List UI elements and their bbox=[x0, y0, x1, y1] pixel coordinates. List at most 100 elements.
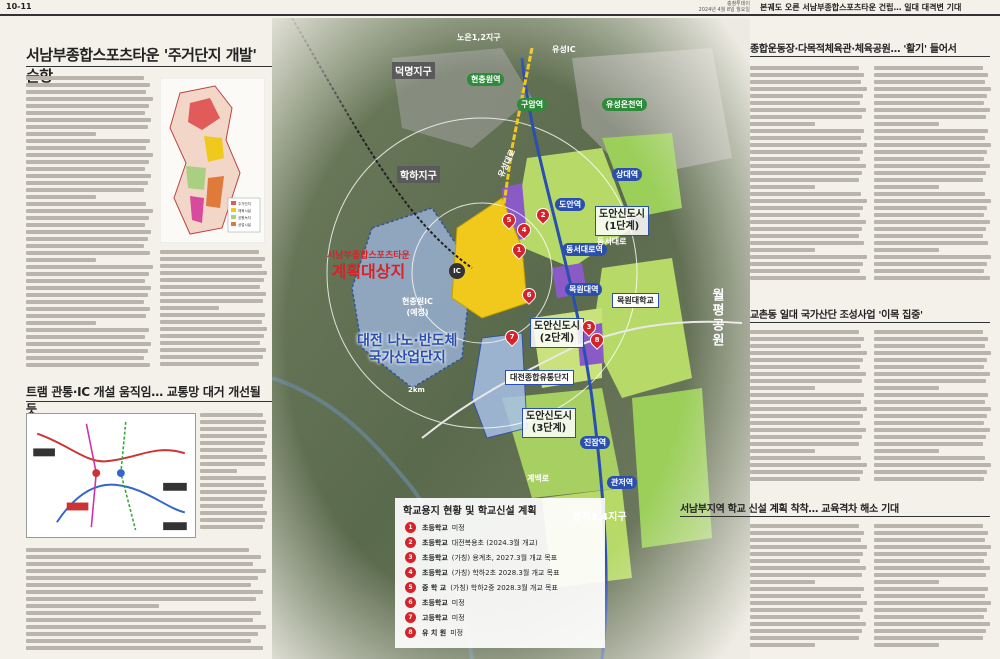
body-text-line bbox=[874, 456, 985, 460]
body-text-line bbox=[750, 545, 867, 549]
body-text-line bbox=[750, 524, 859, 528]
body-text-line bbox=[750, 344, 861, 348]
body-text-line bbox=[874, 524, 983, 528]
school-row: 8 유 치 원 미정 bbox=[405, 625, 559, 640]
body-text-line bbox=[26, 597, 256, 601]
body-text-line bbox=[26, 188, 144, 192]
body-text-line bbox=[200, 420, 266, 424]
body-text-line bbox=[750, 150, 864, 154]
body-text-line bbox=[750, 449, 815, 453]
body-text-line bbox=[26, 548, 249, 552]
doan-1-label: 도안신도시 (1단계) bbox=[595, 206, 649, 236]
right-rule-1 bbox=[750, 56, 990, 57]
body-text-line bbox=[874, 337, 989, 341]
body-text-line bbox=[874, 531, 989, 535]
body-text-line bbox=[750, 129, 865, 133]
school-row: 7 고등학교 미정 bbox=[405, 610, 559, 625]
legend-item-2: 체육시설 bbox=[238, 208, 251, 213]
body-text-line bbox=[26, 314, 147, 318]
body-text-line bbox=[750, 566, 866, 570]
body-text-line bbox=[750, 601, 867, 605]
body-text-line bbox=[26, 569, 266, 573]
body-text-line bbox=[26, 300, 144, 304]
body-text-line bbox=[750, 428, 866, 432]
body-text-line bbox=[874, 255, 991, 259]
body-text-line bbox=[26, 618, 254, 622]
body-text-line bbox=[874, 213, 984, 217]
body-text-line bbox=[750, 213, 860, 217]
body-text-line bbox=[200, 427, 264, 431]
body-text-line bbox=[874, 421, 984, 425]
label-hakha: 학하지구 bbox=[397, 166, 440, 183]
legend-item-1: 주거단지 bbox=[238, 201, 251, 206]
body-text-line bbox=[874, 171, 987, 175]
body-text-line bbox=[26, 97, 153, 101]
body-text-line bbox=[160, 278, 264, 282]
body-text-line bbox=[750, 629, 863, 633]
body-text-line bbox=[160, 348, 266, 352]
body-text-line bbox=[160, 292, 266, 296]
school-row-number: 3 bbox=[405, 552, 416, 563]
body-text-line bbox=[160, 320, 262, 324]
school-row-number: 1 bbox=[405, 522, 416, 533]
doan-1-name: 도안신도시 bbox=[599, 209, 645, 220]
school-row-note: 미정 bbox=[451, 598, 465, 607]
body-text-line bbox=[750, 622, 866, 626]
body-text-line bbox=[750, 164, 866, 168]
body-text-line bbox=[26, 174, 152, 178]
body-text-line bbox=[874, 108, 990, 112]
ic-marker: IC bbox=[449, 263, 465, 279]
body-text-line bbox=[874, 407, 991, 411]
article-text-col4 bbox=[26, 548, 268, 658]
body-text-line bbox=[874, 629, 987, 633]
body-text-line bbox=[750, 192, 861, 196]
body-text-line bbox=[750, 206, 864, 210]
hyeonchung-ic-name: 현충원IC bbox=[402, 297, 433, 306]
body-text-line bbox=[750, 66, 859, 70]
body-text-line bbox=[200, 441, 266, 445]
body-text-line bbox=[26, 555, 261, 559]
body-text-line bbox=[874, 269, 984, 273]
school-row: 3 초등학교 (가칭) 용계초, 2027.3월 개교 목표 bbox=[405, 550, 559, 565]
body-text-line bbox=[160, 355, 263, 359]
body-text-line bbox=[200, 448, 264, 452]
body-text-line bbox=[26, 83, 151, 87]
body-text-line bbox=[750, 414, 864, 418]
article-text-col2 bbox=[160, 250, 268, 370]
body-text-line bbox=[874, 470, 988, 474]
body-text-line bbox=[874, 608, 988, 612]
body-text-line bbox=[26, 125, 148, 129]
body-text-line bbox=[874, 449, 939, 453]
school-row-note: (가칭) 학하2중 2028.3월 개교 목표 bbox=[450, 583, 558, 592]
school-row-note: 미정 bbox=[451, 523, 465, 532]
body-text-line bbox=[26, 132, 97, 136]
body-text-line bbox=[26, 328, 149, 332]
body-text-line bbox=[874, 164, 990, 168]
body-text-line bbox=[200, 490, 268, 494]
label-2km: 2km bbox=[408, 386, 425, 394]
body-text-line bbox=[26, 265, 153, 269]
right-text-2a bbox=[750, 330, 868, 490]
body-text-line bbox=[750, 463, 867, 467]
body-text-line bbox=[750, 255, 867, 259]
right-text-1a bbox=[750, 66, 868, 288]
doan-2-label: 도안신도시 (2단계) bbox=[530, 318, 584, 348]
label-gyebaek-road: 계백로 bbox=[527, 474, 550, 483]
body-text-line bbox=[26, 167, 146, 171]
label-dongseo-road: 동서대로 bbox=[597, 237, 627, 246]
body-text-line bbox=[26, 209, 153, 213]
body-text-line bbox=[26, 293, 148, 297]
body-text-line bbox=[874, 115, 987, 119]
school-table-title: 학교용지 현황 및 학교신설 계획 bbox=[403, 506, 537, 517]
body-text-line bbox=[26, 590, 264, 594]
body-text-line bbox=[26, 583, 252, 587]
label-deokmyeong: 덕명지구 bbox=[392, 62, 435, 79]
body-text-line bbox=[750, 276, 866, 280]
body-text-line bbox=[26, 335, 146, 339]
body-text-line bbox=[750, 171, 863, 175]
body-text-line bbox=[750, 80, 861, 84]
school-row-type: 초등학교 bbox=[422, 538, 448, 547]
body-text-line bbox=[26, 258, 97, 262]
school-row-note: 대전복용초 (2024.3월 개교) bbox=[451, 538, 538, 547]
station-sangdae: 상대역 bbox=[612, 168, 643, 181]
